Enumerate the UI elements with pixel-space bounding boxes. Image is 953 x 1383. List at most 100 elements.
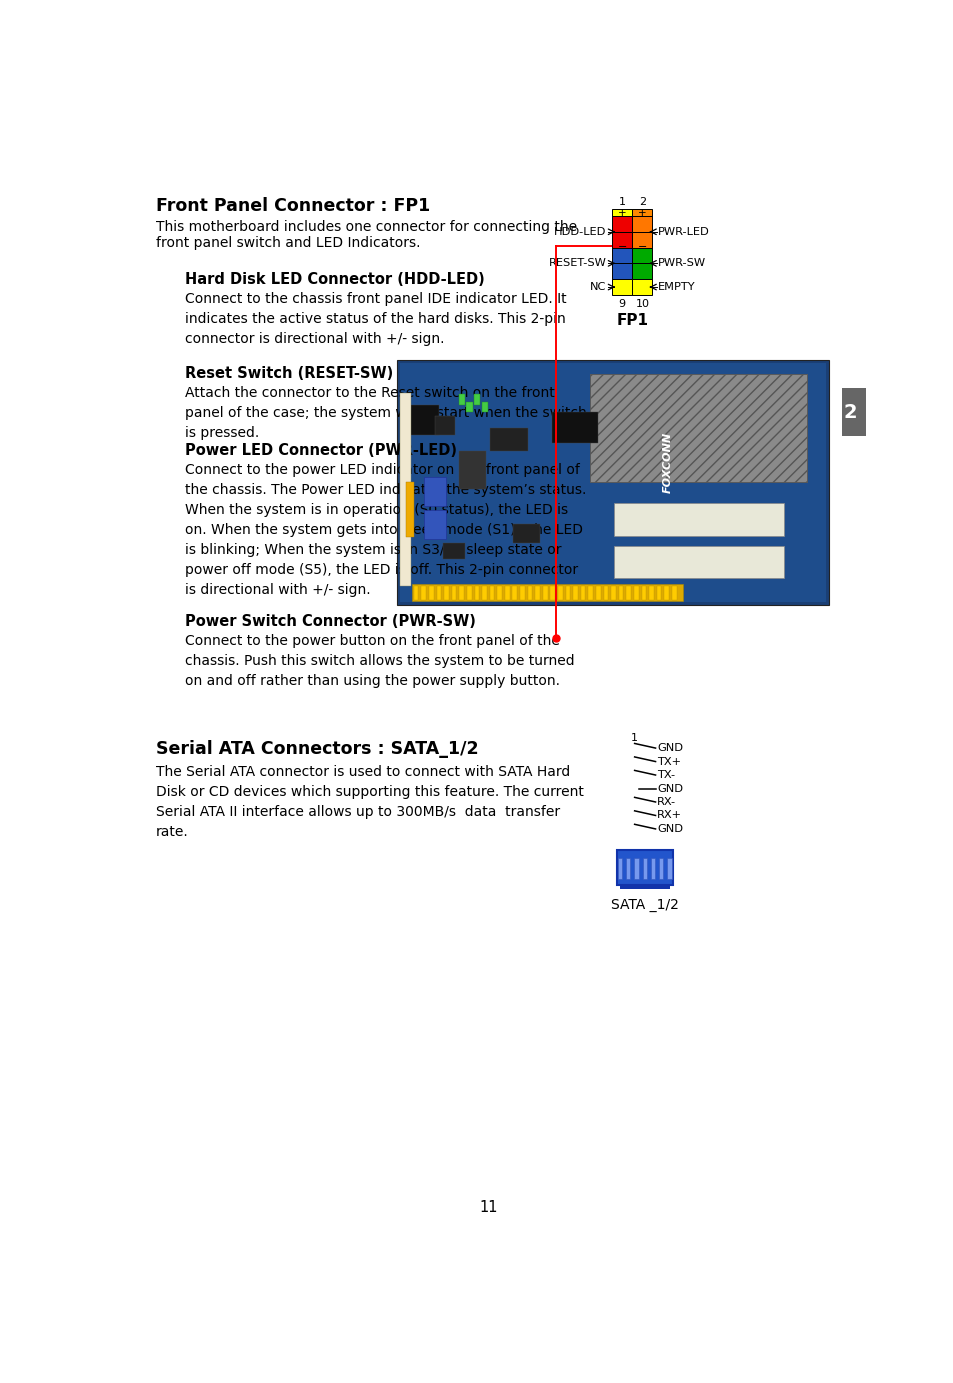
Bar [642, 857, 646, 880]
Bar [481, 586, 486, 600]
Text: Power Switch Connector (PWR-SW): Power Switch Connector (PWR-SW) [185, 614, 476, 629]
Bar [504, 586, 509, 600]
Text: Front Panel Connector : FP1: Front Panel Connector : FP1 [155, 196, 430, 214]
Bar [671, 586, 676, 600]
Bar [590, 373, 806, 481]
Bar [618, 586, 623, 600]
Text: Connect to the chassis front panel IDE indicator LED. It
indicates the active st: Connect to the chassis front panel IDE i… [185, 292, 566, 346]
Text: RX+: RX+ [657, 810, 681, 820]
Text: FOXCONN: FOXCONN [662, 431, 672, 492]
Bar [632, 232, 652, 248]
Bar [497, 586, 501, 600]
Text: 2: 2 [639, 196, 645, 207]
Text: FP1: FP1 [616, 313, 648, 328]
Bar [452, 586, 456, 600]
Bar [618, 857, 621, 880]
Text: 10: 10 [635, 299, 649, 308]
Bar [641, 586, 645, 600]
Bar [489, 586, 494, 600]
Text: TX-: TX- [657, 770, 675, 780]
Bar [535, 586, 539, 600]
Text: 2: 2 [842, 402, 856, 422]
Bar [632, 263, 652, 279]
Bar [444, 586, 448, 600]
Bar [458, 586, 463, 600]
Text: TX+: TX+ [657, 757, 680, 766]
Bar [613, 545, 783, 578]
Bar [396, 360, 828, 604]
Bar [611, 586, 616, 600]
Bar [412, 584, 682, 602]
Text: front panel switch and LED Indicators.: front panel switch and LED Indicators. [155, 236, 419, 250]
Bar [841, 389, 865, 436]
Bar [667, 857, 671, 880]
Text: +: + [618, 207, 626, 217]
Bar [542, 586, 547, 600]
Bar [474, 394, 480, 405]
Text: Serial ATA Connectors : SATA_1/2: Serial ATA Connectors : SATA_1/2 [155, 740, 477, 758]
Text: The Serial ATA connector is used to connect with SATA Hard
Disk or CD devices wh: The Serial ATA connector is used to conn… [155, 765, 583, 839]
Bar [632, 248, 652, 263]
Text: PWR-SW: PWR-SW [658, 259, 705, 268]
Text: Attach the connector to the Reset switch on the front
panel of the case; the sys: Attach the connector to the Reset switch… [185, 386, 586, 440]
Bar [565, 586, 570, 600]
Bar [423, 510, 445, 539]
Text: 1: 1 [630, 733, 638, 743]
Text: 1: 1 [618, 196, 625, 207]
Bar [632, 216, 652, 232]
Bar [474, 586, 478, 600]
Text: Hard Disk LED Connector (HDD-LED): Hard Disk LED Connector (HDD-LED) [185, 272, 484, 288]
Bar [421, 586, 426, 600]
Bar [551, 412, 598, 443]
Bar [458, 394, 464, 405]
Text: RESET-SW: RESET-SW [548, 259, 606, 268]
Bar [626, 586, 630, 600]
Bar [634, 857, 638, 880]
Bar [634, 586, 638, 600]
Bar [659, 857, 662, 880]
Bar [663, 586, 668, 600]
Bar [590, 373, 806, 481]
Bar [612, 209, 632, 216]
Bar [612, 248, 632, 263]
Text: −: − [617, 242, 626, 252]
Bar [512, 586, 517, 600]
Text: HDD-LED: HDD-LED [554, 227, 606, 236]
Bar [612, 216, 632, 232]
Text: NC: NC [590, 282, 606, 292]
Bar [617, 851, 672, 885]
Text: 9: 9 [618, 299, 625, 308]
Bar [399, 393, 410, 585]
Bar [443, 544, 464, 559]
Bar [612, 279, 632, 295]
Bar [648, 586, 653, 600]
Bar [650, 857, 655, 880]
Text: Connect to the power button on the front panel of the
chassis. Push this switch : Connect to the power button on the front… [185, 635, 574, 689]
Text: −: − [637, 242, 646, 252]
Text: SATA _1/2: SATA _1/2 [610, 898, 678, 911]
Bar [436, 586, 440, 600]
Bar [632, 279, 652, 295]
Bar [429, 586, 433, 600]
Bar [596, 586, 600, 600]
Text: GND: GND [657, 743, 682, 754]
Text: Reset Switch (RESET-SW): Reset Switch (RESET-SW) [185, 366, 393, 382]
Bar [550, 586, 555, 600]
Bar [466, 586, 471, 600]
Bar [406, 481, 414, 537]
Bar [408, 405, 439, 436]
Text: Power LED Connector (PWR-LED): Power LED Connector (PWR-LED) [185, 443, 456, 458]
Bar [519, 586, 524, 600]
Bar [466, 401, 472, 412]
Bar [481, 401, 488, 412]
Text: 11: 11 [479, 1200, 497, 1216]
Text: This motherboard includes one connector for connecting the: This motherboard includes one connector … [155, 220, 577, 234]
Bar [612, 232, 632, 248]
Bar [573, 586, 578, 600]
Bar [558, 586, 562, 600]
Bar [399, 364, 825, 602]
Bar [423, 477, 445, 506]
Text: PWR-LED: PWR-LED [658, 227, 709, 236]
Bar [580, 586, 585, 600]
Bar [588, 586, 593, 600]
